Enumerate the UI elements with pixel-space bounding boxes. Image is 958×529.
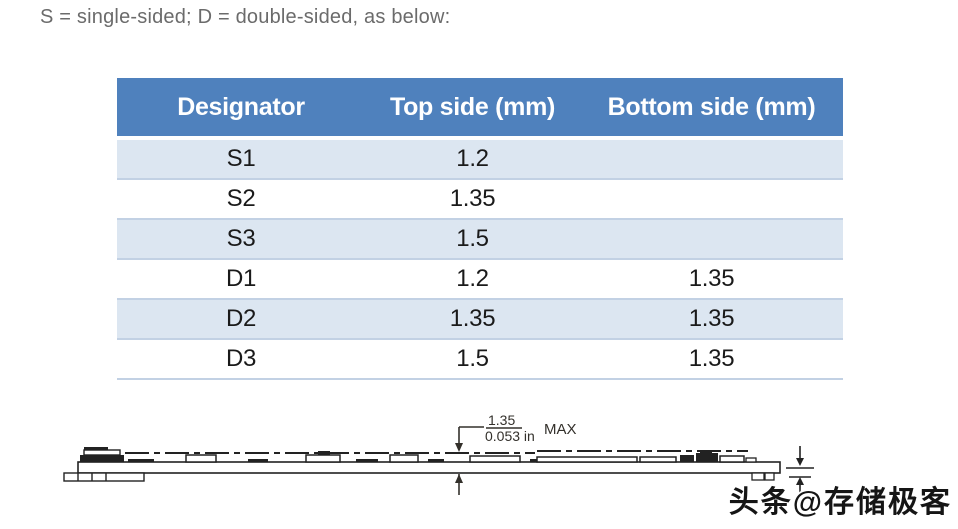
height-dimension-leader — [455, 426, 522, 495]
max-envelope-line — [85, 450, 748, 454]
cell-bottom-side — [580, 138, 843, 179]
table-row: D3 1.5 1.35 — [117, 338, 843, 379]
top-side-components — [80, 447, 775, 481]
dimension-qualifier: MAX — [544, 421, 577, 438]
cell-top-side: 1.35 — [365, 298, 580, 339]
cell-top-side: 1.5 — [365, 338, 580, 379]
table-row: D2 1.35 1.35 — [117, 298, 843, 339]
cell-top-side: 1.35 — [365, 178, 580, 219]
col-header-designator: Designator — [117, 78, 365, 140]
cell-bottom-side: 1.35 — [580, 298, 843, 339]
thickness-spec-table: Designator Top side (mm) Bottom side (mm… — [117, 78, 843, 380]
dimension-arrow-up — [796, 477, 804, 485]
dimension-arrow-down — [796, 458, 804, 466]
col-header-top-side: Top side (mm) — [365, 78, 580, 140]
dimension-arrow-up — [455, 474, 463, 483]
cell-designator: S3 — [117, 218, 365, 259]
watermark: 头条@存储极客 — [728, 486, 952, 519]
cell-designator: D3 — [117, 338, 365, 379]
page-subtitle: S = single-sided; D = double-sided, as b… — [40, 6, 451, 28]
cell-top-side: 1.2 — [365, 138, 580, 179]
cell-designator: D1 — [117, 258, 365, 299]
cell-bottom-side: 1.35 — [580, 258, 843, 299]
cell-designator: S1 — [117, 138, 365, 179]
col-header-bottom-side: Bottom side (mm) — [580, 78, 843, 140]
cell-designator: D2 — [117, 298, 365, 339]
cell-bottom-side — [580, 218, 843, 259]
cell-designator: S2 — [117, 178, 365, 219]
table-row: S2 1.35 — [117, 178, 843, 219]
pcb-board — [77, 461, 781, 474]
table-row: D1 1.2 1.35 — [117, 258, 843, 299]
cell-top-side: 1.2 — [365, 258, 580, 299]
table-row: S3 1.5 — [117, 218, 843, 259]
cell-top-side: 1.5 — [365, 218, 580, 259]
edge-connector — [63, 472, 145, 482]
dimension-arrow-down — [455, 443, 463, 452]
thickness-dimension — [786, 446, 814, 493]
cell-bottom-side — [580, 178, 843, 219]
pcb-cross-section-diagram: 1.35 0.053 in MAX — [63, 412, 814, 495]
table-header-row: Designator Top side (mm) Bottom side (mm… — [117, 78, 843, 140]
dimension-value-mm: 1.35 — [488, 412, 515, 428]
table-row: S1 1.2 — [117, 138, 843, 179]
dimension-value-in: 0.053 in — [485, 428, 535, 444]
cell-bottom-side: 1.35 — [580, 338, 843, 379]
